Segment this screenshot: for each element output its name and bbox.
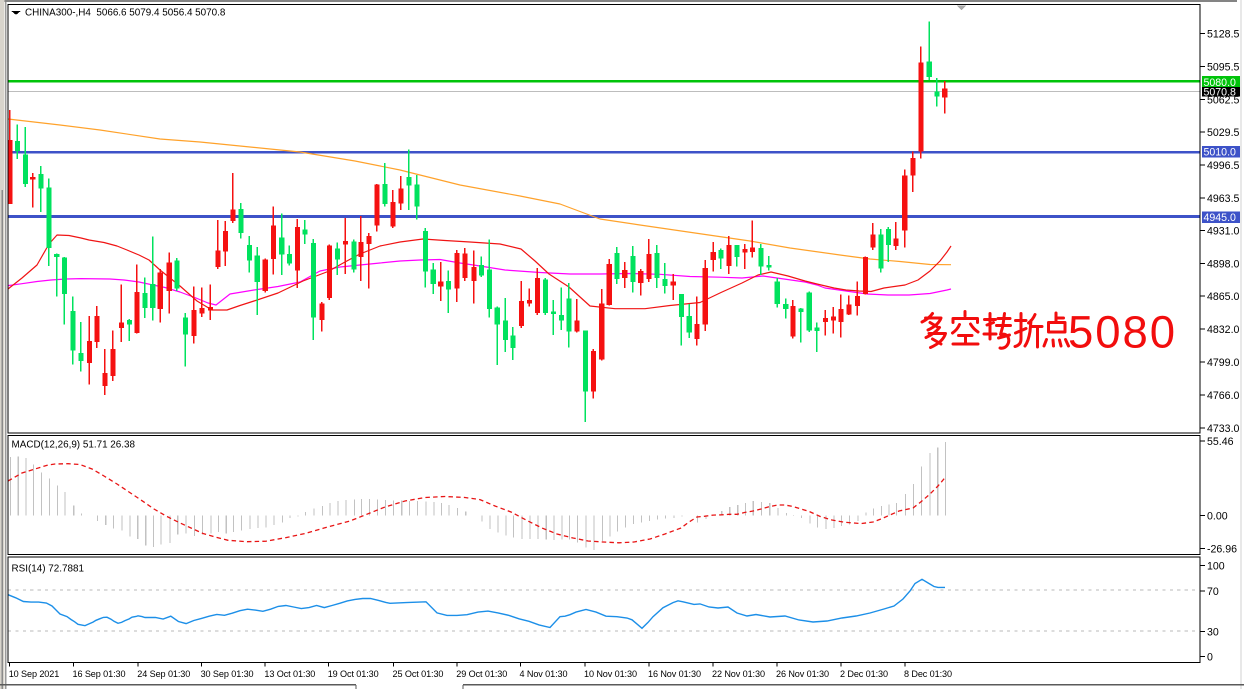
svg-text:4945.0: 4945.0 [1204, 212, 1237, 224]
svg-text:5062.5: 5062.5 [1207, 94, 1240, 106]
svg-text:4963.5: 4963.5 [1207, 193, 1240, 205]
svg-text:RSI(14) 72.7881: RSI(14) 72.7881 [12, 564, 85, 575]
svg-text:5080: 5080 [1068, 307, 1175, 358]
svg-text:16 Sep 01:30: 16 Sep 01:30 [73, 669, 126, 679]
svg-text:55.46: 55.46 [1207, 436, 1234, 448]
svg-text:25 Oct 01:30: 25 Oct 01:30 [393, 669, 444, 679]
svg-text:19 Oct 01:30: 19 Oct 01:30 [328, 669, 379, 679]
svg-text:2 Dec 01:30: 2 Dec 01:30 [840, 669, 888, 679]
svg-text:4996.5: 4996.5 [1207, 160, 1240, 172]
svg-text:100: 100 [1207, 561, 1225, 573]
svg-text:4799.0: 4799.0 [1207, 357, 1240, 369]
svg-text:0.00: 0.00 [1207, 511, 1228, 523]
svg-text:5080.0: 5080.0 [1204, 77, 1237, 89]
svg-text:10 Sep 2021: 10 Sep 2021 [9, 669, 60, 679]
svg-text:16 Nov 01:30: 16 Nov 01:30 [648, 669, 701, 679]
svg-text:4 Nov 01:30: 4 Nov 01:30 [520, 669, 568, 679]
svg-text:70: 70 [1207, 586, 1219, 598]
svg-text:13 Oct 01:30: 13 Oct 01:30 [264, 669, 315, 679]
svg-text:10 Nov 01:30: 10 Nov 01:30 [584, 669, 637, 679]
svg-text:CHINA300-,H4 5066.6 5079.4 50: CHINA300-,H4 5066.6 5079.4 5056.4 5070.8 [25, 8, 226, 19]
svg-text:5128.5: 5128.5 [1207, 28, 1240, 40]
svg-text:5029.5: 5029.5 [1207, 127, 1240, 139]
svg-text:22 Nov 01:30: 22 Nov 01:30 [712, 669, 765, 679]
svg-text:5095.5: 5095.5 [1207, 61, 1240, 73]
svg-text:30 Sep 01:30: 30 Sep 01:30 [201, 669, 254, 679]
svg-text:5010.0: 5010.0 [1204, 147, 1237, 159]
svg-text:4898.0: 4898.0 [1207, 258, 1240, 270]
svg-text:MACD(12,26,9) 51.71 26.38: MACD(12,26,9) 51.71 26.38 [12, 440, 136, 451]
svg-text:24 Sep 01:30: 24 Sep 01:30 [137, 669, 190, 679]
svg-text:4832.0: 4832.0 [1207, 324, 1240, 336]
svg-text:4766.0: 4766.0 [1207, 390, 1240, 402]
svg-text:4865.0: 4865.0 [1207, 291, 1240, 303]
svg-text:8 Dec 01:30: 8 Dec 01:30 [904, 669, 952, 679]
svg-text:4931.0: 4931.0 [1207, 225, 1240, 237]
svg-text:30: 30 [1207, 627, 1219, 639]
svg-text:-26.96: -26.96 [1207, 543, 1237, 555]
svg-text:5070.8: 5070.8 [1204, 87, 1237, 99]
svg-text:4733.0: 4733.0 [1207, 423, 1240, 435]
svg-text:29 Oct 01:30: 29 Oct 01:30 [456, 669, 507, 679]
svg-text:26 Nov 01:30: 26 Nov 01:30 [776, 669, 829, 679]
svg-text:0: 0 [1207, 652, 1213, 664]
